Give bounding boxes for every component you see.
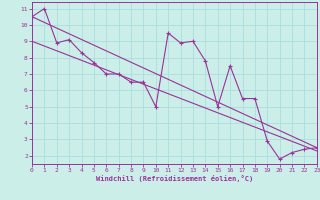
X-axis label: Windchill (Refroidissement éolien,°C): Windchill (Refroidissement éolien,°C): [96, 175, 253, 182]
